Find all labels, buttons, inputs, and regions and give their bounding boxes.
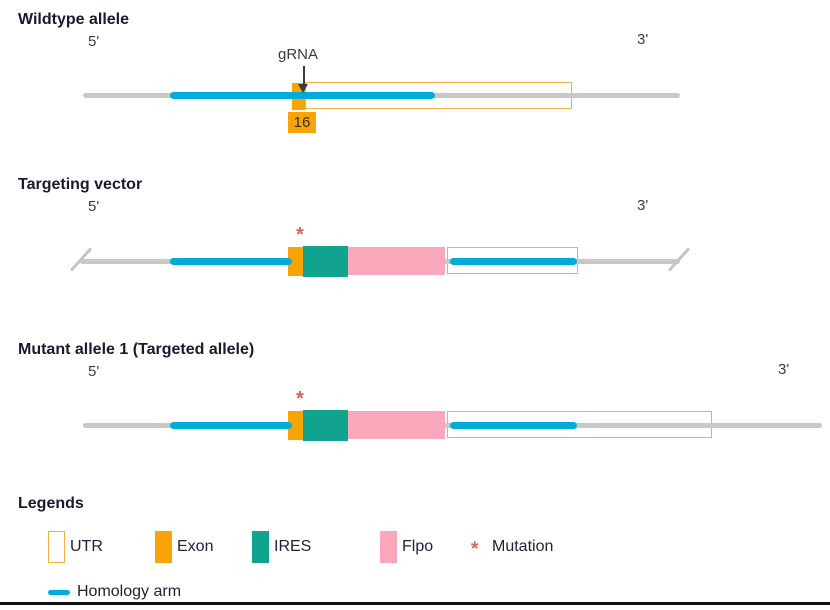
mutant-three-prime-label: 3' [778, 361, 790, 378]
vector-flpo-block [348, 247, 445, 275]
mutant-five-prime-label: 5' [88, 363, 100, 380]
vector-ires-block [303, 246, 348, 277]
grna-arrow-head-icon [298, 84, 308, 93]
mutant-exon-block [288, 411, 303, 440]
legend-flpo-swatch-icon [380, 531, 397, 563]
mutant-ires-block [303, 410, 348, 441]
mutant-5p-homology-arm-line [170, 422, 292, 429]
mutant-title: Mutant allele 1 (Targeted allele) [18, 341, 255, 358]
legend-ires-swatch-icon [252, 531, 269, 563]
legend-mutation-label: Mutation [492, 538, 554, 555]
grna-arrow-line-icon [303, 66, 305, 85]
legend-ires-label: IRES [274, 538, 312, 555]
mutant-3p-homology-arm-line [450, 422, 577, 429]
vector-title: Targeting vector [18, 176, 143, 193]
legend-mutation-asterisk-icon: * [471, 539, 479, 560]
legend-title: Legends [18, 495, 84, 512]
wildtype-title: Wildtype allele [18, 11, 129, 28]
legend-utr-label: UTR [70, 538, 103, 555]
vector-three-prime-label: 3' [637, 197, 649, 214]
legend-homology-arm-swatch-icon [48, 590, 70, 595]
vector-5p-homology-arm-line [170, 258, 292, 265]
bottom-border-rule [0, 602, 830, 605]
mutant-flpo-block [348, 411, 445, 439]
legend-flpo-label: Flpo [402, 538, 434, 555]
vector-five-prime-label: 5' [88, 198, 100, 215]
legend-exon-label: Exon [177, 538, 214, 555]
grna-label: gRNA [278, 46, 319, 63]
wildtype-homology-arm-line [170, 92, 435, 99]
vector-mutation-asterisk: * [296, 224, 304, 246]
legend-homology-label: Homology arm [77, 583, 182, 600]
mutant-mutation-asterisk: * [296, 388, 304, 410]
legend-utr-swatch-icon [48, 531, 65, 563]
vector-exon-block [288, 247, 303, 276]
legend-exon-swatch-icon [155, 531, 172, 563]
vector-3p-homology-arm-line [450, 258, 577, 265]
wildtype-three-prime-label: 3' [637, 31, 649, 48]
wildtype-five-prime-label: 5' [88, 33, 100, 50]
wildtype-exon-number: 16 [288, 112, 316, 133]
